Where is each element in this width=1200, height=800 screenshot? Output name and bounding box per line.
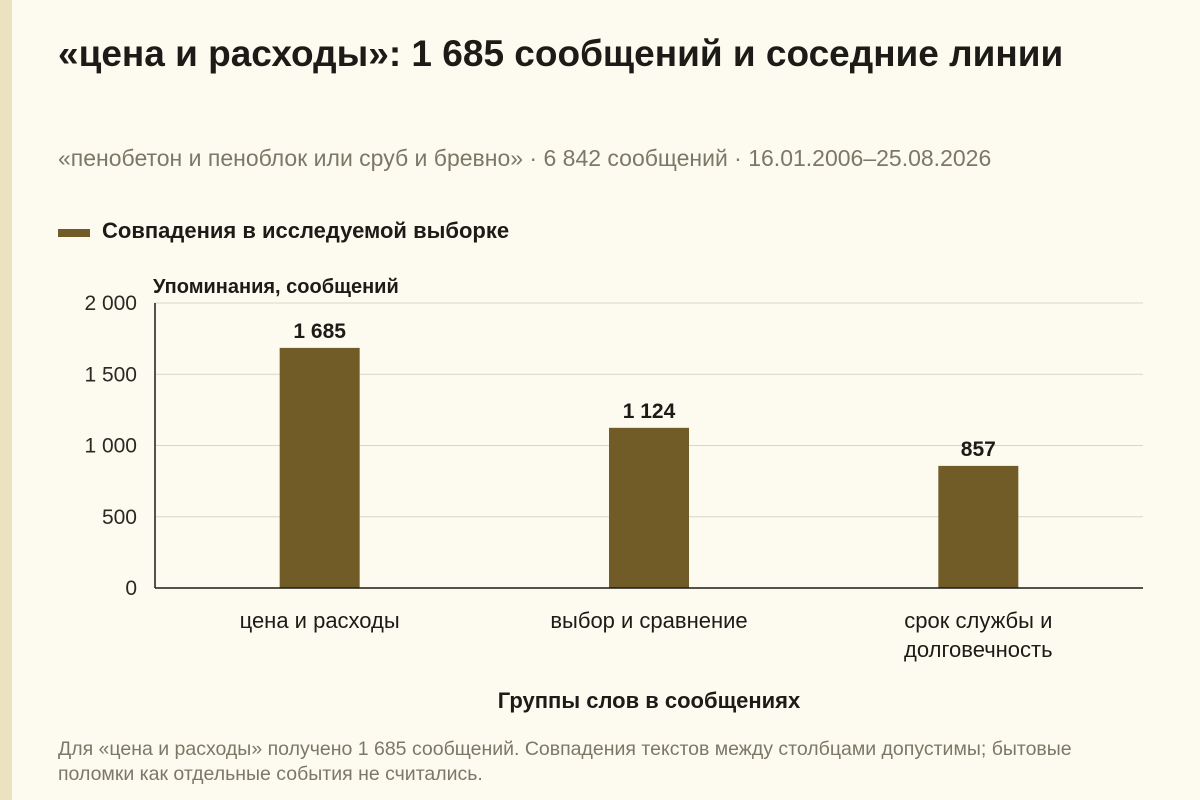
bar [279,347,360,588]
legend-swatch [58,229,90,237]
x-category-label: выбор и сравнение [550,608,747,633]
bar [938,465,1019,588]
footnote: Для «цена и расходы» получено 1 685 сооб… [58,738,1072,785]
y-tick-label: 1 000 [84,435,137,458]
x-category-label: срок службы и [904,608,1052,633]
y-tick-label: 2 000 [84,292,137,315]
bar-value-label: 1 685 [293,320,346,343]
y-axis-label: Упоминания, сообщений [153,276,399,298]
bar-value-label: 857 [961,438,996,461]
y-tick-label: 500 [102,506,137,529]
chart-subtitle: «пенобетон и пеноблок или сруб и бревно»… [58,145,992,171]
x-category-label: долговечность [904,637,1053,662]
decorative-side-strip [0,0,12,800]
legend: Совпадения в исследуемой выборке [58,218,509,244]
y-tick-label: 1 500 [84,363,137,386]
legend-label: Совпадения в исследуемой выборке [102,218,510,243]
bar [609,427,689,588]
x-axis-label: Группы слов в сообщениях [498,688,801,713]
x-category-label: цена и расходы [240,608,400,633]
bar-value-label: 1 124 [623,400,676,423]
y-tick-label: 0 [125,577,137,600]
chart-title: «цена и расходы»: 1 685 сообщений и сосе… [58,33,1064,74]
